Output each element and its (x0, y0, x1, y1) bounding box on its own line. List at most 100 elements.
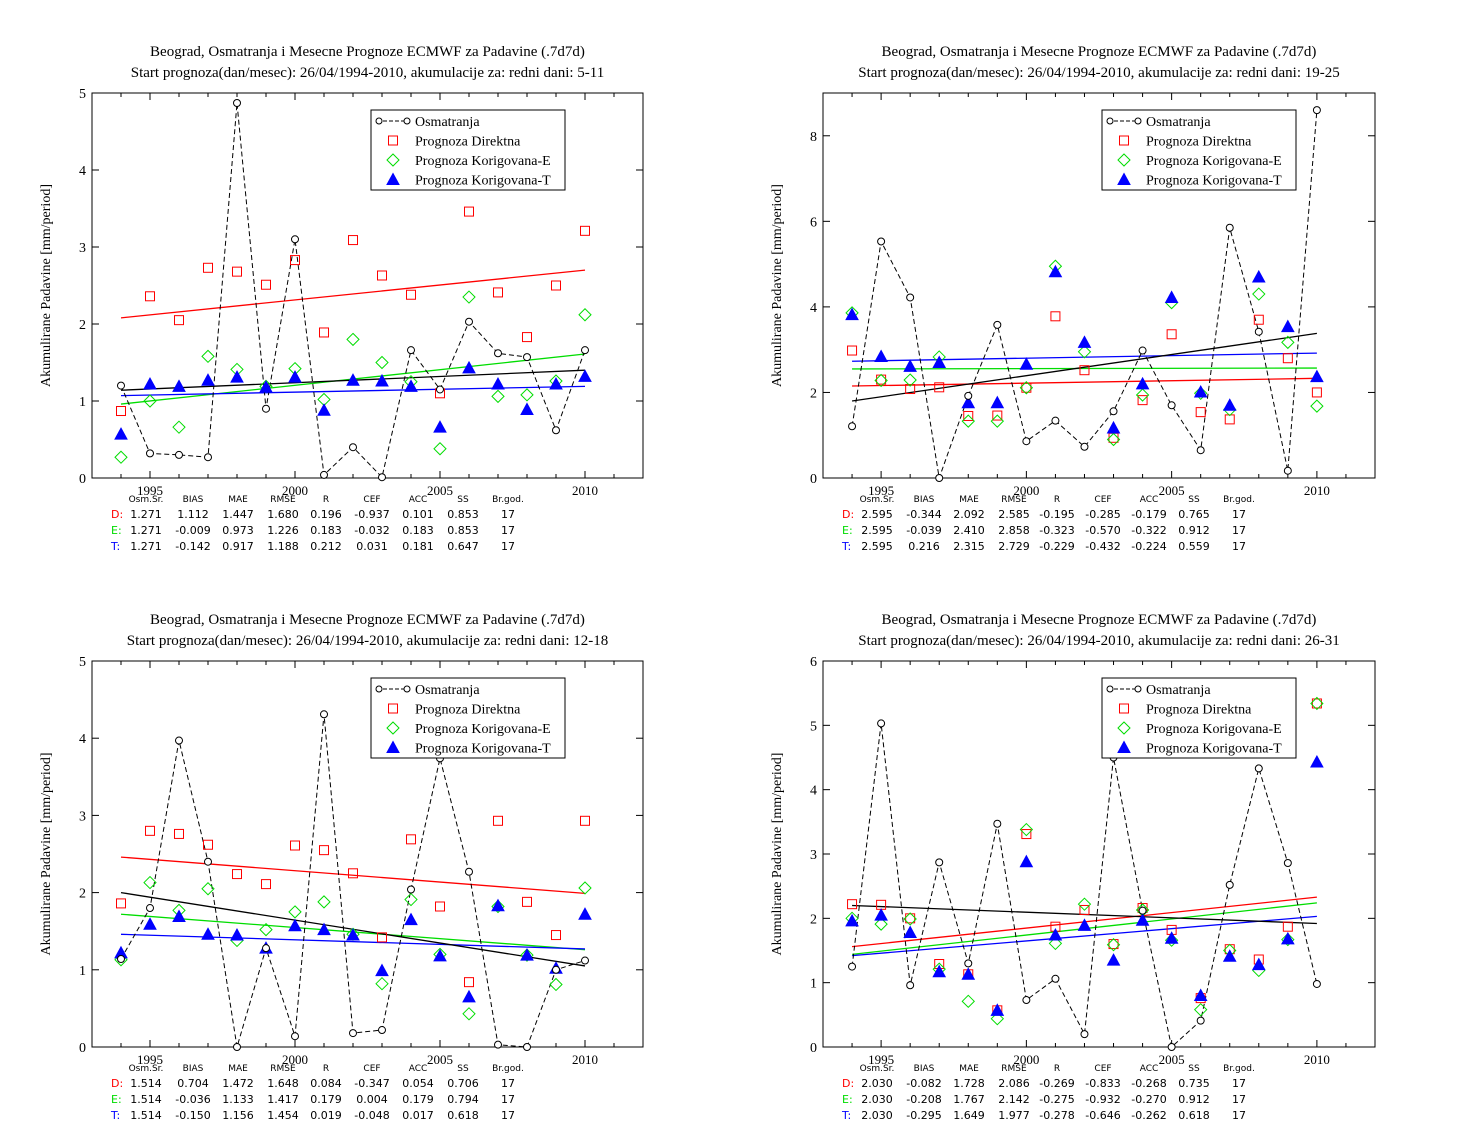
point-obs (320, 710, 328, 719)
point-obs (964, 391, 973, 400)
point-corr-e (433, 442, 447, 456)
point-obs (349, 443, 357, 452)
stats-cell: -0.295 (906, 1109, 941, 1122)
legend-box (1101, 677, 1297, 759)
stats-cell: 1.226 (267, 524, 299, 537)
y-axis-label: Akumulirane Padavine [mm/period] (39, 184, 54, 387)
stats-cell: 0.794 (447, 1093, 479, 1106)
point-direct (290, 255, 300, 266)
stats-cell: 0.917 (222, 540, 254, 553)
point-obs (1254, 764, 1263, 773)
point-direct (348, 868, 358, 879)
legend: Osmatranja Prognoza Direktna Prognoza Kori… (370, 677, 566, 759)
stats-cell: 0.179 (310, 1093, 342, 1106)
point-corr-t (1251, 269, 1266, 283)
stats-cell: 2.858 (998, 524, 1030, 537)
point-obs (1196, 446, 1205, 455)
stats-table: Osm.Sr. BIAS MAE RMSE R CEF ACC SS Br.god. D: 2.03… (841, 1064, 1255, 1122)
stats-cell: 2.030 (861, 1093, 893, 1106)
stats-row-label: E: (111, 1093, 122, 1106)
x-tick-label: 2005 (427, 483, 453, 498)
point-direct (1108, 432, 1119, 443)
legend-box (370, 109, 566, 191)
stats-cell: 1.472 (222, 1077, 254, 1090)
point-corr-e (578, 308, 592, 322)
stats-cell: -0.082 (906, 1077, 941, 1090)
point-corr-e (346, 332, 360, 347)
point-corr-t (1077, 335, 1092, 348)
point-corr-t (903, 359, 918, 372)
point-corr-t (1164, 290, 1179, 303)
legend-label-corrE: Prognoza Korigovana-E (415, 722, 551, 737)
point-direct (145, 825, 155, 836)
point-obs (1022, 996, 1031, 1005)
point-obs (1167, 1043, 1176, 1051)
point-obs (204, 857, 212, 866)
point-corr-t (990, 395, 1005, 409)
point-corr-t (1077, 918, 1092, 931)
x-tick-label: 2005 (1159, 1052, 1185, 1067)
point-corr-t (1164, 931, 1179, 944)
point-obs (1312, 979, 1321, 988)
trend-line-direct (120, 856, 586, 895)
stats-cell: 17 (501, 540, 515, 553)
point-direct (319, 327, 329, 338)
point-direct (876, 899, 887, 910)
stats-cell: -0.278 (1039, 1109, 1074, 1122)
point-corr-e (990, 1011, 1005, 1026)
stats-header-cell: ACC (1140, 1064, 1159, 1074)
y-tick-label: 0 (79, 1041, 86, 1056)
point-obs (581, 346, 589, 355)
point-corr-t (114, 427, 128, 440)
stats-cell: 1.112 (177, 508, 209, 521)
stats-cell: -0.322 (1131, 524, 1166, 537)
stats-cell: 2.585 (998, 508, 1030, 521)
stats-cell: 1.977 (998, 1109, 1030, 1122)
stats-row-label: T: (110, 1109, 120, 1122)
y-tick-label: 0 (810, 472, 817, 487)
x-tick-label: 2000 (282, 1052, 308, 1067)
point-obs (848, 422, 857, 431)
point-obs (1167, 401, 1176, 410)
y-tick-label: 6 (810, 655, 817, 670)
point-obs (407, 346, 415, 355)
stats-cell: 2.729 (998, 540, 1030, 553)
legend-corr-e-marker (1117, 721, 1131, 735)
stats-cell: 0.647 (447, 540, 479, 553)
y-tick-label: 2 (79, 318, 86, 333)
stats-header-cell: Br.god. (492, 1064, 524, 1074)
legend-direct-marker (1119, 703, 1129, 714)
point-corr-e (1252, 287, 1266, 301)
legend-label-obs: Osmatranja (415, 115, 480, 130)
point-direct (348, 235, 358, 246)
legend-corr-t-marker (386, 740, 400, 753)
stats-header-cell: ACC (409, 495, 428, 505)
point-obs (291, 235, 299, 244)
point-corr-t (288, 918, 302, 932)
obs-series-line (120, 714, 586, 1048)
point-obs (233, 1043, 241, 1051)
chart-subtitle: Start prognoza(dan/mesec): 26/04/1994-20… (131, 65, 604, 81)
point-direct (905, 913, 916, 924)
stats-cell: 0.181 (402, 540, 434, 553)
trend-line-direct (852, 377, 1317, 387)
point-corr-t (143, 377, 157, 390)
point-corr-t (578, 369, 592, 382)
chart-subtitle: Start prognoza(dan/mesec): 26/04/1994-20… (858, 65, 1340, 81)
point-direct (1195, 407, 1206, 418)
point-obs (1283, 859, 1292, 868)
point-direct (261, 879, 271, 890)
point-obs (552, 965, 560, 974)
point-corr-t (201, 373, 215, 386)
stats-cell: 17 (1232, 540, 1246, 553)
chart-title: Beograd, Osmatranja i Mesecne Prognoze E… (150, 612, 585, 628)
stats-row-label: D: (111, 508, 123, 521)
x-tick-label: 2010 (1304, 1052, 1330, 1067)
x-tick-label: 2005 (1159, 483, 1185, 498)
stats-header-cell: MAE (959, 1064, 979, 1074)
point-corr-e (1077, 897, 1092, 911)
stats-cell: -0.208 (906, 1093, 941, 1106)
chart-panel-4: Beograd, Osmatranja i Mesecne Prognoze E… (770, 612, 1376, 1122)
point-obs (1138, 906, 1147, 915)
stats-cell: 17 (1232, 1077, 1246, 1090)
